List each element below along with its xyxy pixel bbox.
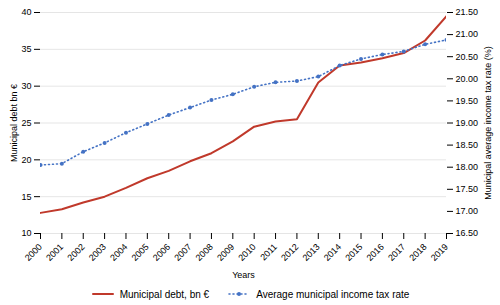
- svg-text:16.50: 16.50: [456, 228, 479, 238]
- svg-text:2002: 2002: [65, 242, 86, 263]
- html-text:Average municipal income tax r: Average municipal income tax rate: [256, 288, 410, 300]
- svg-text:2001: 2001: [44, 242, 65, 263]
- svg-text:2016: 2016: [365, 242, 386, 263]
- svg-text:2019: 2019: [429, 242, 450, 263]
- svg-text:20: 20: [21, 155, 31, 165]
- svg-text:2018: 2018: [407, 242, 428, 263]
- svg-text:30: 30: [21, 81, 31, 91]
- svg-text:2008: 2008: [194, 242, 215, 263]
- svg-text:Years: Years: [232, 270, 255, 280]
- svg-text:2010: 2010: [236, 242, 257, 263]
- svg-text:17.50: 17.50: [456, 184, 479, 194]
- svg-text:2017: 2017: [386, 242, 407, 263]
- svg-text:10: 10: [21, 228, 31, 238]
- svg-text:2006: 2006: [151, 242, 172, 263]
- svg-text:Municipal debt bn €: Municipal debt bn €: [9, 84, 19, 162]
- svg-text:20.00: 20.00: [456, 74, 479, 84]
- svg-text:2009: 2009: [215, 242, 236, 263]
- svg-text:2004: 2004: [108, 242, 129, 263]
- svg-text:2015: 2015: [343, 242, 364, 263]
- svg-text:19.50: 19.50: [456, 96, 479, 106]
- svg-text:18.50: 18.50: [456, 140, 479, 150]
- svg-text:17.00: 17.00: [456, 206, 479, 216]
- svg-text:21.00: 21.00: [456, 29, 479, 39]
- svg-text:2003: 2003: [87, 242, 108, 263]
- svg-text:35: 35: [21, 44, 31, 54]
- svg-text:21.50: 21.50: [456, 7, 479, 17]
- html-text:Municipal debt, bn €: Municipal debt, bn €: [119, 288, 210, 300]
- svg-text:2005: 2005: [130, 242, 151, 263]
- svg-text:18.00: 18.00: [456, 162, 479, 172]
- svg-text:25: 25: [21, 118, 31, 128]
- svg-text:2013: 2013: [301, 242, 322, 263]
- svg-text:20.50: 20.50: [456, 52, 479, 62]
- svg-text:Municipal average income tax r: Municipal average income tax rate (%): [483, 46, 493, 200]
- svg-text:2000: 2000: [23, 242, 44, 263]
- svg-text:40: 40: [21, 7, 31, 17]
- svg-text:2007: 2007: [172, 242, 193, 263]
- svg-text:19.00: 19.00: [456, 118, 479, 128]
- svg-text:15: 15: [21, 192, 31, 202]
- svg-text:2014: 2014: [322, 242, 343, 263]
- svg-text:2011: 2011: [258, 242, 279, 263]
- svg-text:2012: 2012: [279, 242, 300, 263]
